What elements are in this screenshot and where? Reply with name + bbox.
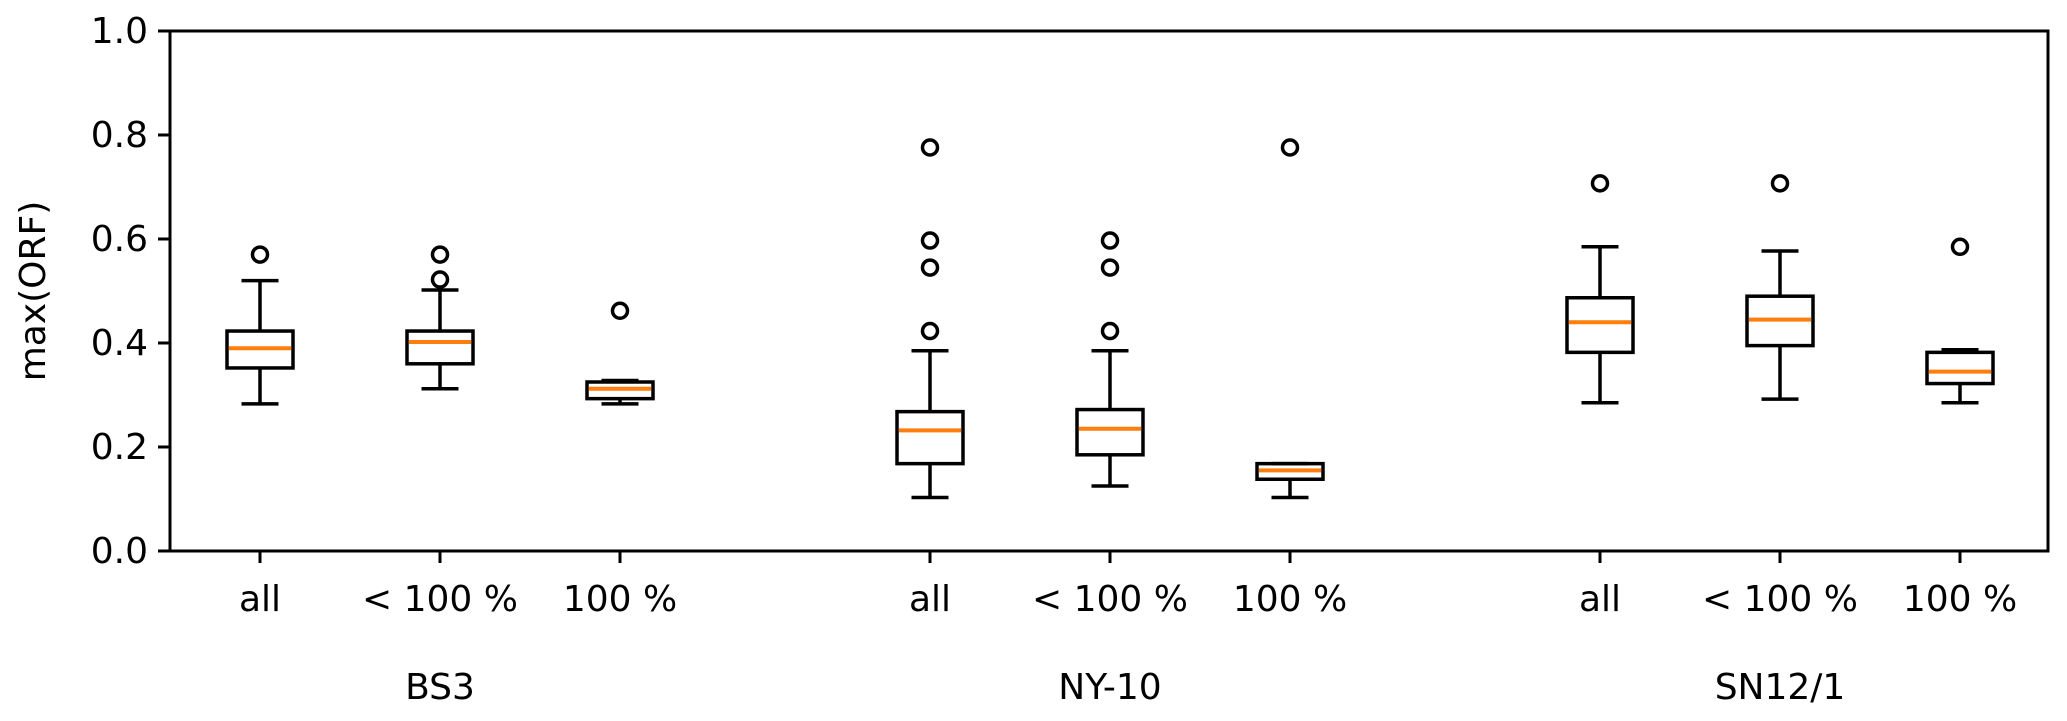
plot-frame <box>168 29 2050 553</box>
box-iqr <box>1745 294 1815 348</box>
outlier-point <box>1100 258 1120 277</box>
outlier-point <box>920 258 940 277</box>
box-iqr <box>1075 407 1145 457</box>
outlier-point <box>920 138 940 157</box>
box-iqr <box>405 329 475 366</box>
y-tick-label: 0.2 <box>91 427 148 468</box>
outlier-point <box>920 231 940 250</box>
group-label: NY-10 <box>1058 667 1161 708</box>
outlier-point <box>1100 321 1120 341</box>
y-axis-label: max(ORF) <box>13 201 54 382</box>
outlier-point <box>1280 138 1300 157</box>
outlier-point <box>1770 174 1790 193</box>
box-iqr <box>1565 296 1635 355</box>
outlier-point <box>610 301 630 321</box>
box-iqr <box>895 409 965 466</box>
outlier-point <box>430 245 450 264</box>
x-tick-label: 100 % <box>563 579 677 620</box>
box-iqr <box>1925 350 1995 386</box>
outlier-point <box>430 270 450 289</box>
outlier-point <box>250 245 270 264</box>
group-label: BS3 <box>405 667 475 708</box>
outlier-point <box>1590 174 1610 193</box>
x-tick-label: < 100 % <box>362 579 518 620</box>
y-tick-label: 1.0 <box>91 11 148 52</box>
y-tick-label: 0.0 <box>91 531 148 572</box>
outlier-point <box>920 321 940 341</box>
x-tick-label: all <box>239 579 281 620</box>
box-iqr <box>585 380 655 401</box>
y-tick-label: 0.4 <box>91 323 148 364</box>
x-tick-label: < 100 % <box>1702 579 1858 620</box>
x-tick-label: < 100 % <box>1032 579 1188 620</box>
x-tick-label: all <box>909 579 951 620</box>
y-tick-label: 0.8 <box>91 115 148 156</box>
x-tick-label: 100 % <box>1233 579 1347 620</box>
x-tick-label: all <box>1579 579 1621 620</box>
outlier-point <box>1950 237 1970 257</box>
box-iqr <box>1255 461 1325 481</box>
x-tick-label: 100 % <box>1903 579 2017 620</box>
group-label: SN12/1 <box>1715 667 1846 708</box>
y-tick-label: 0.6 <box>91 219 148 260</box>
box-iqr <box>225 329 295 370</box>
outlier-point <box>1100 231 1120 250</box>
